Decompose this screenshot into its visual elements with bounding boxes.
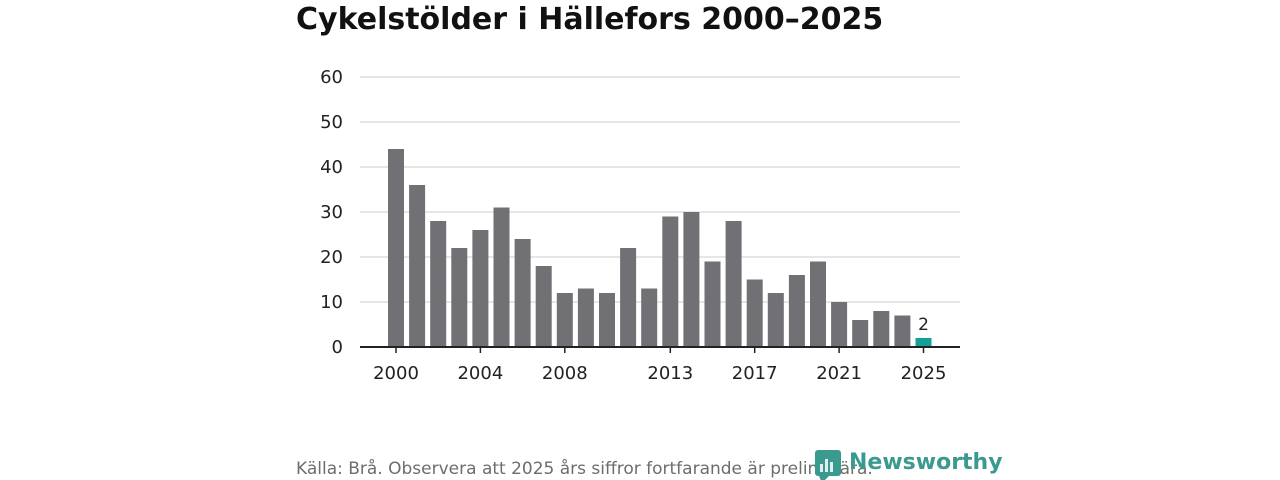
- bar-2009: [577, 288, 594, 347]
- x-tick-label: 2000: [373, 363, 419, 384]
- x-tick-label: 2013: [647, 363, 693, 384]
- bar-2002: [430, 221, 447, 347]
- x-tick-label: 2021: [816, 363, 862, 384]
- bars: [388, 149, 932, 347]
- x-tick-label: 2017: [732, 363, 778, 384]
- bar-2022: [852, 320, 869, 347]
- newsworthy-logo-icon: [815, 450, 841, 480]
- x-tick-label: 2004: [457, 363, 503, 384]
- y-tick-label: 50: [320, 112, 343, 133]
- bar-2012: [641, 288, 658, 347]
- bar-2015: [704, 261, 721, 347]
- bar-2000: [388, 149, 404, 347]
- bar-2007: [535, 266, 552, 347]
- bar-2016: [725, 221, 742, 347]
- y-tick-label: 60: [320, 67, 343, 88]
- y-tick-label: 10: [320, 292, 343, 313]
- data-label-2025: 2: [918, 315, 929, 335]
- bar-2019: [788, 275, 805, 347]
- bar-2025: [915, 338, 932, 347]
- bar-2018: [767, 293, 784, 347]
- y-tick-label: 0: [332, 337, 343, 358]
- y-tick-label: 20: [320, 247, 343, 268]
- x-axis-ticks: 2000 2004 2008 2013 2017 2021 2025: [373, 347, 946, 384]
- bar-2010: [599, 293, 615, 347]
- gridlines: [360, 76, 960, 303]
- bar-2001: [409, 185, 426, 347]
- bar-2021: [831, 302, 848, 347]
- y-tick-label: 40: [320, 157, 343, 178]
- bar-2004: [472, 230, 489, 347]
- brand-name: Newsworthy: [849, 450, 1003, 475]
- bar-2003: [451, 248, 468, 347]
- bar-2024: [894, 315, 911, 347]
- data-labels: 2: [918, 315, 929, 335]
- y-axis-ticks: 0 10 20 30 40 50 60: [320, 67, 343, 358]
- bar-2006: [514, 239, 531, 347]
- bar-2005: [493, 207, 510, 347]
- bar-2013: [662, 216, 679, 347]
- x-tick-label: 2008: [542, 363, 588, 384]
- bar-2020: [810, 261, 826, 347]
- y-tick-label: 30: [320, 202, 343, 223]
- newsworthy-logo[interactable]: Newsworthy: [815, 446, 1003, 480]
- bar-2011: [620, 248, 637, 347]
- bar-2017: [746, 279, 763, 347]
- bar-2008: [556, 293, 573, 347]
- bar-2023: [873, 311, 890, 347]
- chart-title: Cykelstölder i Hällefors 2000–2025: [296, 2, 884, 37]
- source-note: Källa: Brå. Observera att 2025 års siffr…: [296, 459, 873, 479]
- bar-2014: [683, 212, 700, 347]
- x-tick-label: 2025: [901, 363, 947, 384]
